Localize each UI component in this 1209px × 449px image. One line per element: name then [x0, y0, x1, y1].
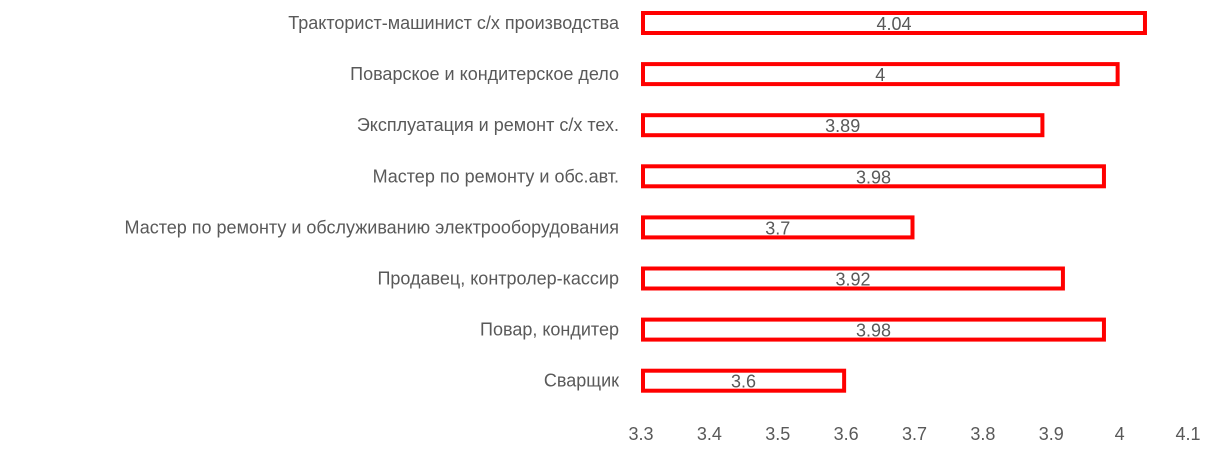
category-label: Тракторист-машинист с/х производства [288, 13, 620, 33]
x-tick-label: 3.9 [1039, 424, 1064, 444]
bar-1 [641, 11, 1147, 35]
x-tick-label: 3.7 [902, 424, 927, 444]
bar-5 [641, 215, 915, 240]
data-label: 4.04 [876, 14, 911, 34]
data-label: 3.98 [856, 321, 891, 341]
bar-4 [641, 164, 1106, 189]
bar-8 [641, 368, 847, 393]
category-label: Сварщик [544, 371, 619, 391]
category-labels: Тракторист-машинист с/х производства Пова… [125, 13, 620, 391]
data-label: 3.98 [856, 167, 891, 187]
data-labels: 4.04 4 3.89 3.98 3.7 3.92 3.98 3.6 [731, 14, 911, 392]
category-label: Мастер по ремонту и обслуживанию электро… [125, 217, 619, 237]
data-label: 4 [875, 65, 885, 85]
x-tick-label: 3.8 [970, 424, 995, 444]
x-tick-label: 3.3 [628, 424, 653, 444]
category-label: Повар, кондитер [480, 320, 619, 340]
x-tick-label: 4.1 [1175, 424, 1200, 444]
data-label: 3.6 [731, 372, 756, 392]
data-label: 3.89 [825, 116, 860, 136]
category-label: Эксплуатация и ремонт с/х тех. [357, 115, 619, 135]
category-label: Поварское и кондитерское дело [350, 64, 619, 84]
bars-layer [641, 11, 1147, 393]
x-tick-label: 4 [1115, 424, 1125, 444]
category-label: Мастер по ремонту и обс.авт. [373, 166, 619, 186]
bar-6 [641, 266, 1065, 291]
data-label: 3.7 [765, 218, 790, 238]
x-axis-ticks: 3.3 3.4 3.5 3.6 3.7 3.8 3.9 4 4.1 [628, 424, 1200, 444]
bar-2 [641, 62, 1120, 87]
data-label: 3.92 [835, 270, 870, 290]
x-tick-label: 3.4 [697, 424, 722, 444]
bar-7 [641, 317, 1106, 342]
category-label: Продавец, контролер-кассир [377, 269, 619, 289]
x-tick-label: 3.6 [834, 424, 859, 444]
x-tick-label: 3.5 [765, 424, 790, 444]
bar-3 [641, 113, 1045, 138]
